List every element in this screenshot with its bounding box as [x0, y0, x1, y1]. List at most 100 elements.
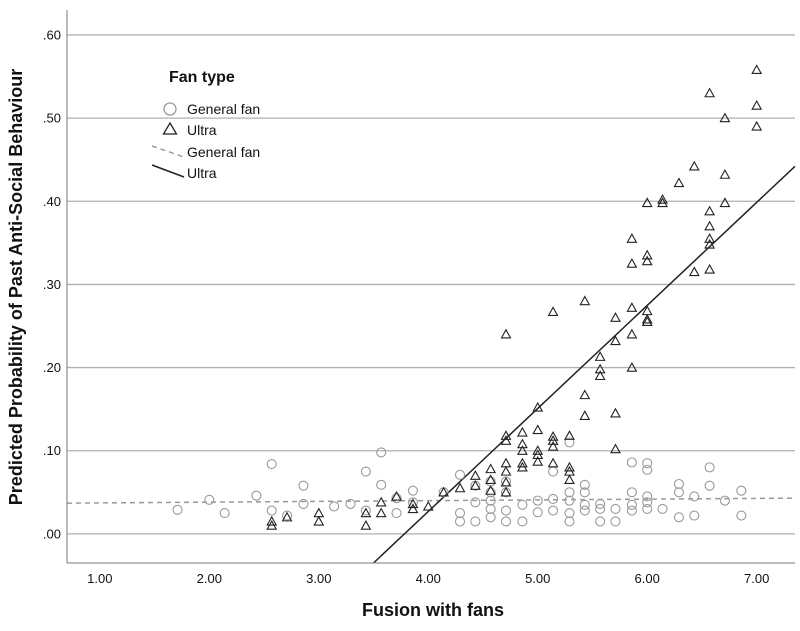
point-ultra: [547, 306, 559, 317]
point-ultra: [704, 233, 716, 243]
point-ultra: [391, 490, 402, 501]
point-general-fan: [642, 464, 653, 475]
point-ultra: [266, 519, 278, 530]
fit-lines: [66, 165, 796, 564]
x-tick-label: 6.00: [635, 571, 660, 586]
point-general-fan: [564, 437, 575, 448]
point-ultra: [641, 197, 653, 208]
point-general-fan: [391, 508, 402, 519]
point-general-fan: [454, 469, 466, 480]
legend-ultra-triangle-icon: [162, 121, 178, 135]
point-general-fan: [564, 516, 575, 527]
point-general-fan: [407, 485, 418, 496]
point-general-fan: [704, 480, 715, 491]
point-general-fan: [719, 495, 730, 506]
point-ultra: [704, 263, 716, 274]
point-general-fan: [595, 516, 606, 527]
y-tick-label: .30: [43, 277, 61, 292]
y-tick-label: .20: [43, 360, 61, 375]
point-general-fan: [485, 503, 496, 514]
point-general-fan: [360, 505, 371, 516]
point-ultra: [407, 498, 419, 509]
point-general-fan: [642, 497, 653, 508]
point-general-fan: [548, 466, 559, 477]
point-general-fan: [172, 504, 183, 515]
y-tick-label: .40: [43, 194, 61, 209]
fit-line-ultra: [373, 165, 796, 564]
point-ultra: [407, 503, 419, 514]
point-ultra: [469, 470, 481, 480]
point-general-fan: [219, 508, 230, 519]
point-general-fan: [345, 498, 356, 510]
point-general-fan: [626, 505, 637, 516]
point-ultra: [688, 266, 700, 277]
point-ultra: [594, 351, 606, 361]
point-general-fan: [736, 485, 747, 496]
point-ultra: [547, 435, 559, 445]
point-ultra: [610, 335, 621, 346]
point-general-fan: [579, 487, 590, 498]
point-ultra: [610, 407, 621, 418]
point-ultra: [532, 445, 544, 455]
point-general-fan: [485, 495, 496, 506]
point-general-fan: [266, 505, 277, 516]
point-general-fan: [532, 507, 543, 518]
point-ultra: [500, 465, 512, 476]
point-general-fan: [485, 487, 496, 498]
point-ultra: [485, 474, 497, 484]
point-ultra: [579, 295, 591, 306]
point-general-fan: [500, 505, 512, 516]
y-tick-label: .10: [43, 443, 61, 458]
point-general-fan: [251, 490, 262, 501]
y-tick-labels: .00 .10 .20 .30 .40 .50 .60: [43, 27, 61, 541]
point-ultra: [641, 313, 653, 324]
point-ultra: [516, 461, 528, 472]
point-general-fan: [548, 493, 559, 505]
y-tick-label: .50: [43, 111, 61, 126]
legend-label-ultra-marker: Ultra: [187, 122, 217, 138]
axes: [66, 10, 795, 564]
point-general-fan: [673, 487, 685, 498]
point-general-fan: [500, 516, 512, 527]
y-tick-label: .60: [43, 27, 61, 42]
point-ultra: [688, 160, 700, 171]
point-general-fan: [204, 494, 215, 505]
point-general-fan: [626, 487, 637, 498]
point-ultra: [360, 519, 372, 530]
point-ultra: [564, 461, 575, 472]
point-ultra: [626, 302, 638, 312]
point-ultra: [422, 500, 434, 511]
point-general-fan: [329, 501, 340, 512]
point-ultra: [626, 361, 638, 372]
point-ultra: [313, 515, 325, 526]
point-general-fan: [673, 512, 685, 523]
point-ultra: [626, 328, 638, 339]
point-ultra: [704, 87, 716, 98]
legend-label-general-fan-line: General fan: [187, 144, 260, 160]
point-general-fan: [610, 516, 621, 527]
point-general-fan: [298, 480, 309, 491]
point-ultra: [751, 64, 763, 75]
point-ultra: [547, 430, 559, 441]
point-ultra: [516, 438, 528, 449]
gridlines: [67, 34, 795, 535]
point-ultra: [641, 249, 653, 260]
x-tick-labels: 1.00 2.00 3.00 4.00 5.00 6.00 7.00: [87, 571, 769, 586]
point-general-fan: [454, 516, 466, 527]
point-general-fan: [736, 510, 747, 521]
point-ultra: [500, 476, 512, 487]
legend-label-general-fan-marker: General fan: [187, 101, 260, 117]
point-ultra: [547, 457, 559, 468]
legend-general-fan-circle-icon: [163, 102, 177, 116]
point-general-fan: [407, 497, 418, 508]
point-general-fan: [360, 466, 371, 477]
point-ultra: [673, 177, 685, 188]
point-ultra: [532, 401, 544, 412]
legend: Fan type General fan Ultra General fan U…: [151, 69, 260, 181]
x-tick-label: 5.00: [525, 571, 550, 586]
x-tick-label: 7.00: [744, 571, 769, 586]
point-general-fan: [532, 495, 543, 506]
point-ultra: [281, 511, 293, 522]
point-general-fan: [470, 516, 481, 527]
